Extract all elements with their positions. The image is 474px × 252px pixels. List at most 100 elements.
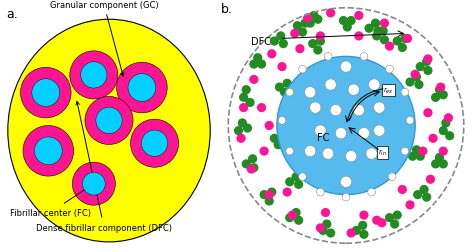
- Circle shape: [400, 35, 410, 44]
- Circle shape: [358, 221, 367, 230]
- Circle shape: [70, 52, 118, 100]
- Circle shape: [298, 28, 307, 38]
- Circle shape: [369, 80, 380, 91]
- Circle shape: [405, 200, 415, 210]
- Circle shape: [315, 125, 326, 137]
- Circle shape: [438, 160, 448, 169]
- Circle shape: [316, 223, 325, 233]
- Circle shape: [412, 73, 421, 82]
- Circle shape: [294, 180, 303, 189]
- Circle shape: [324, 53, 332, 61]
- Circle shape: [308, 40, 318, 49]
- Circle shape: [342, 194, 350, 201]
- Circle shape: [310, 103, 321, 114]
- Circle shape: [386, 66, 393, 74]
- Circle shape: [380, 36, 389, 45]
- Circle shape: [385, 213, 394, 222]
- Circle shape: [372, 32, 382, 41]
- Text: Fibrillar center (FC): Fibrillar center (FC): [10, 186, 91, 217]
- Circle shape: [325, 80, 336, 91]
- Circle shape: [316, 32, 325, 41]
- Circle shape: [294, 216, 303, 225]
- Circle shape: [239, 93, 248, 103]
- Circle shape: [322, 148, 334, 160]
- Circle shape: [286, 89, 293, 97]
- Circle shape: [249, 76, 258, 85]
- Circle shape: [117, 63, 167, 113]
- Circle shape: [313, 16, 322, 25]
- Circle shape: [403, 35, 412, 44]
- Circle shape: [418, 147, 428, 156]
- Circle shape: [277, 57, 415, 195]
- Circle shape: [365, 24, 374, 34]
- Circle shape: [96, 108, 122, 134]
- Circle shape: [377, 218, 386, 228]
- Circle shape: [237, 134, 246, 143]
- Circle shape: [277, 63, 287, 72]
- Circle shape: [305, 146, 316, 157]
- Circle shape: [339, 17, 348, 26]
- Circle shape: [422, 193, 431, 202]
- Circle shape: [352, 226, 361, 235]
- Circle shape: [359, 211, 369, 220]
- Circle shape: [270, 37, 279, 46]
- Circle shape: [306, 19, 315, 29]
- Circle shape: [246, 165, 256, 174]
- Text: $r_{in}$: $r_{in}$: [378, 148, 387, 158]
- Circle shape: [23, 126, 73, 176]
- Circle shape: [128, 74, 156, 102]
- Circle shape: [423, 67, 433, 76]
- Circle shape: [354, 12, 364, 21]
- Circle shape: [438, 127, 448, 136]
- Circle shape: [286, 148, 293, 155]
- Circle shape: [310, 12, 319, 21]
- Circle shape: [392, 37, 402, 46]
- Circle shape: [419, 185, 428, 194]
- Circle shape: [228, 9, 464, 243]
- Circle shape: [346, 151, 357, 162]
- Circle shape: [293, 22, 302, 31]
- Text: $r_{ex}$: $r_{ex}$: [383, 85, 394, 96]
- Circle shape: [401, 89, 409, 97]
- Circle shape: [259, 190, 269, 199]
- Circle shape: [426, 175, 435, 184]
- Circle shape: [270, 134, 279, 143]
- Circle shape: [390, 219, 399, 229]
- Circle shape: [431, 93, 440, 103]
- Circle shape: [292, 208, 301, 217]
- Circle shape: [277, 132, 287, 141]
- Circle shape: [130, 120, 179, 168]
- Circle shape: [340, 176, 352, 188]
- Text: Dense fibrillar component (DFC): Dense fibrillar component (DFC): [36, 102, 172, 232]
- Circle shape: [242, 86, 251, 95]
- Circle shape: [264, 121, 274, 131]
- Circle shape: [410, 70, 420, 80]
- Circle shape: [253, 54, 262, 63]
- Circle shape: [435, 86, 444, 95]
- Circle shape: [283, 79, 292, 88]
- Circle shape: [416, 63, 425, 72]
- Circle shape: [303, 14, 312, 23]
- Circle shape: [234, 127, 243, 136]
- Circle shape: [316, 37, 325, 46]
- Circle shape: [73, 163, 115, 205]
- Circle shape: [249, 60, 258, 69]
- Circle shape: [326, 9, 335, 18]
- Circle shape: [346, 229, 356, 238]
- Circle shape: [374, 125, 385, 137]
- Circle shape: [305, 87, 316, 99]
- Text: FC: FC: [317, 133, 329, 142]
- Ellipse shape: [8, 20, 210, 242]
- Circle shape: [422, 58, 431, 67]
- Circle shape: [267, 188, 276, 197]
- Circle shape: [374, 103, 385, 114]
- Circle shape: [295, 45, 305, 54]
- Circle shape: [435, 153, 444, 163]
- Circle shape: [360, 53, 368, 61]
- Circle shape: [380, 19, 389, 29]
- Circle shape: [385, 42, 394, 52]
- Text: a.: a.: [7, 8, 18, 20]
- Circle shape: [388, 173, 396, 181]
- Circle shape: [249, 164, 258, 173]
- Circle shape: [242, 160, 251, 169]
